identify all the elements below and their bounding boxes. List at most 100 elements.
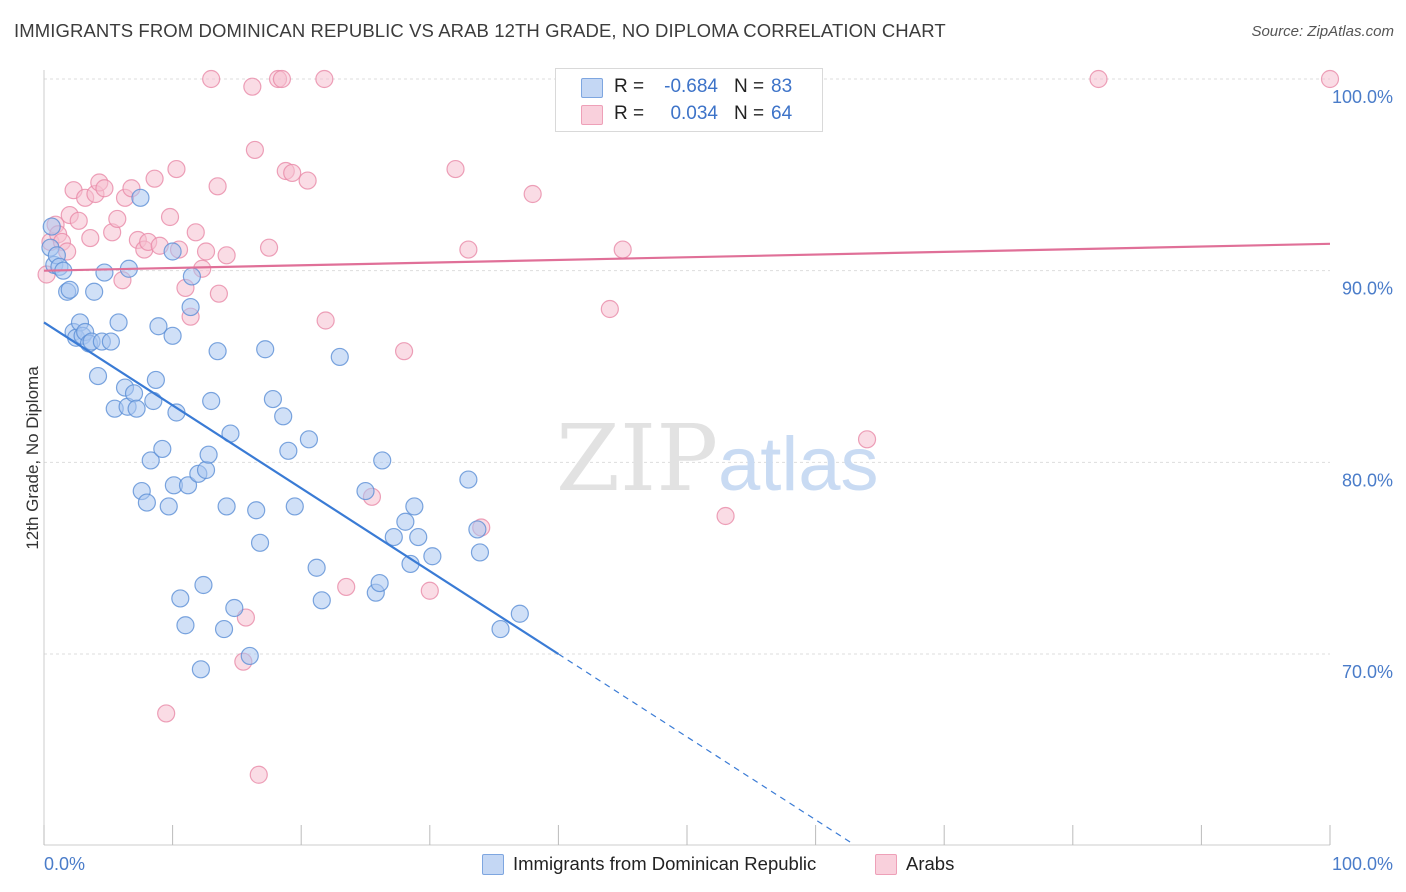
dominican-point [141,451,160,470]
correlation-legend: R = -0.684 N = 83 R = 0.034 N = 64 [555,68,823,132]
dominican-point [396,512,415,531]
dominican-point [373,451,392,470]
arabs-point [249,765,268,784]
dominican-point [330,347,349,367]
dominican-point [307,558,326,577]
arabs-point [600,299,619,319]
dominican-point [409,527,428,547]
arabs-point [259,238,279,257]
dominican-point [95,263,114,282]
arabs-point [315,69,334,89]
legend-r-label: R = [614,103,645,124]
arabs-point [1320,69,1340,89]
dominican-point [101,332,120,351]
arabs-point [857,430,877,449]
axes [43,70,1331,846]
source-label: Source: ZipAtlas.com [1251,23,1394,40]
dominican-point [247,501,266,520]
arabs-point [446,159,465,179]
dominican-point [163,326,182,345]
dominican-point [153,439,172,459]
legend-label: Arabs [906,853,955,874]
y-tick-label: 70.0% [1342,662,1393,682]
x-tick-label: 100.0% [1332,854,1393,874]
dominican-point [194,575,213,595]
arabs-point [459,240,478,259]
arabs-point [245,140,265,160]
dominican-point [131,188,150,207]
dominican-point [312,591,331,610]
dominican-point [370,573,389,593]
arabs-point [298,171,317,190]
legend-n-value: 64 [771,103,793,124]
dominican-point [423,547,442,566]
legend-swatch-blue [482,854,504,875]
arabs-point [108,209,127,229]
y-axis-label: 12th Grade, No Diploma [23,366,42,550]
dominican-trend-extension [558,653,855,846]
arabs-point [613,240,632,259]
dominican-point [176,616,195,635]
arabs-point [81,228,100,248]
arabs-trend-line [43,242,1331,272]
dominican-point [144,391,163,411]
dominican-point [137,493,156,512]
legend-r-label: R = [614,76,645,97]
dominican-point [468,520,487,539]
dominican-point [60,280,79,299]
dominican-point [88,366,108,386]
arabs-point [272,69,292,89]
dominican-point [208,342,227,361]
dominican-point [196,460,216,480]
watermark-atlas: atlas [718,422,879,507]
arabs-point [394,342,414,361]
arabs-point [69,211,88,230]
dominican-point [127,399,146,418]
dominican-trend-line [43,321,559,655]
arabs-point [243,77,262,96]
arabs-point [217,246,236,265]
arabs-point [208,177,227,196]
chart-title: IMMIGRANTS FROM DOMINICAN REPUBLIC VS AR… [14,20,946,41]
arabs-point [196,242,216,261]
dominican-point [491,619,510,639]
dominican-point [214,619,234,639]
y-tick-label: 90.0% [1342,279,1393,299]
dominican-point [217,497,236,516]
legend-r-value: 0.034 [670,103,718,124]
arabs-point [186,223,205,242]
dominican-point [263,389,283,409]
dominican-point [225,598,244,618]
legend-swatch-pink [875,854,897,875]
x-tick-label: 0.0% [44,854,85,874]
legend-swatch-pink [581,105,603,125]
dominican-point [124,384,144,403]
legend-row-dominican: R = -0.684 N = 83 [556,73,822,101]
gridlines [44,78,1330,655]
arabs-point [145,169,164,188]
arabs-point [157,704,176,723]
dominican-point [256,340,275,359]
dominican-point [384,527,403,547]
arabs-point [716,506,735,526]
arabs-point [316,311,335,330]
dominican-point [299,430,319,449]
arabs-point [420,581,439,600]
dominican-point [202,391,221,411]
legend-r-value: -0.684 [664,76,718,97]
dominican-points [41,188,529,679]
dominican-point [149,317,168,336]
dominican-point [510,604,529,623]
legend-label: Immigrants from Dominican Republic [513,853,817,874]
y-tick-label: 100.0% [1332,87,1393,107]
arabs-points [37,69,1340,784]
arabs-point [337,577,356,597]
legend-n-label: N = [734,76,765,97]
legend-n-value: 83 [771,76,793,97]
dominican-point [459,470,478,489]
dominican-point [182,267,201,286]
arabs-point [1089,69,1108,89]
dominican-point [274,407,293,426]
dominican-point [199,445,218,464]
legend-n-label: N = [734,103,765,124]
